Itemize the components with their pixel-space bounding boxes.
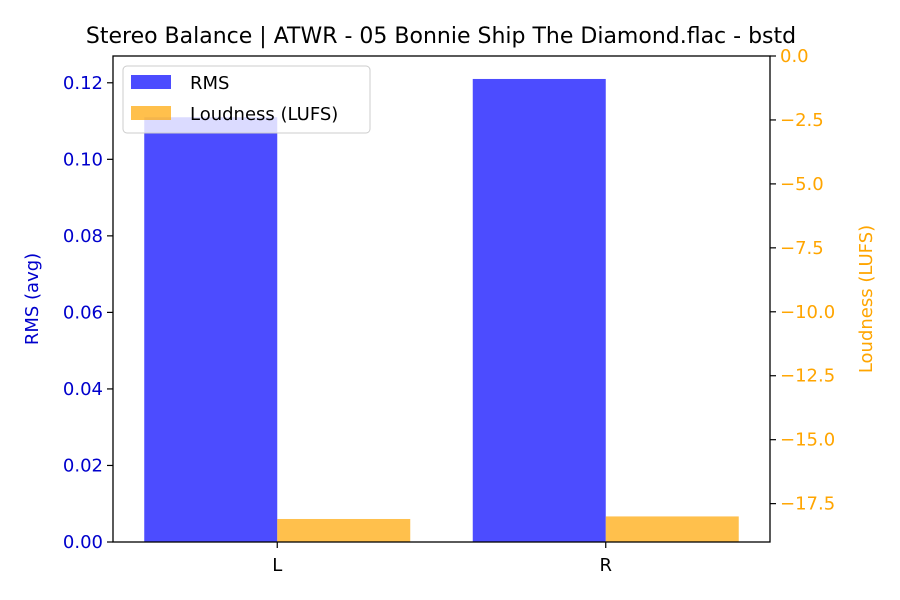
right-axis: 0.0 −2.5 −5.0 −7.5 −10.0 −12.5 −15.0 −17.5 <box>770 46 835 515</box>
bar-loudness-lufs-l <box>277 518 411 542</box>
right-tick-label: −15.0 <box>780 430 835 451</box>
left-axis-label: RMS (avg) <box>22 253 43 345</box>
bar-loudness-lufs-r <box>605 516 739 542</box>
right-tick-label: −17.5 <box>780 494 835 515</box>
right-axis-label: Loudness (LUFS) <box>856 225 877 373</box>
legend: RMS Loudness (LUFS) <box>122 65 371 134</box>
right-tick-label: −10.0 <box>780 302 835 323</box>
legend-swatch-rms <box>131 75 171 89</box>
right-tick-label: −12.5 <box>780 366 835 387</box>
left-tick-label: 0.04 <box>63 379 103 400</box>
left-tick-label: 0.10 <box>63 149 103 170</box>
x-tick-label: R <box>599 555 612 576</box>
x-tick-label: L <box>272 555 282 576</box>
left-tick-label: 0.06 <box>63 302 103 323</box>
right-tick-label: 0.0 <box>780 46 809 67</box>
left-tick-label: 0.02 <box>63 455 103 476</box>
left-tick-label: 0.00 <box>63 532 103 553</box>
chart-title: Stereo Balance | ATWR - 05 Bonnie Ship T… <box>86 24 796 49</box>
legend-swatch-loudness <box>131 106 171 120</box>
right-tick-label: −7.5 <box>780 238 824 259</box>
bar-rms-r <box>472 78 606 542</box>
left-tick-label: 0.12 <box>63 73 103 94</box>
right-tick-label: −5.0 <box>780 174 824 195</box>
left-axis: 0.00 0.02 0.04 0.06 0.08 0.10 0.12 <box>63 73 113 553</box>
bar-layer <box>144 78 739 543</box>
bar-rms-l <box>144 117 278 543</box>
left-tick-label: 0.08 <box>63 226 103 247</box>
legend-label-loudness: Loudness (LUFS) <box>190 104 338 125</box>
right-tick-label: −2.5 <box>780 110 824 131</box>
plot-frame <box>112 55 771 543</box>
legend-box <box>122 65 371 134</box>
legend-label-rms: RMS <box>190 73 229 94</box>
